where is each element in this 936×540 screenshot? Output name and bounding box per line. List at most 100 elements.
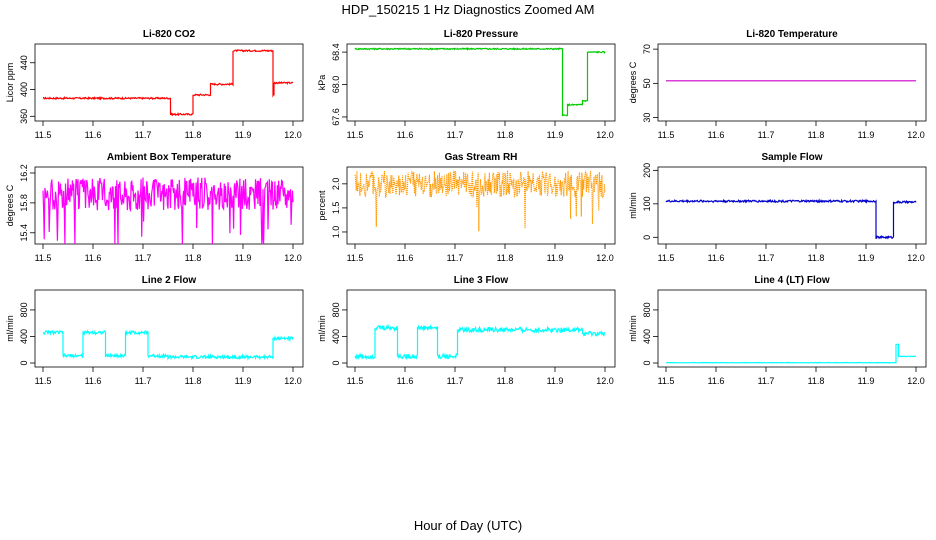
x-tick-label: 11.9 [235, 376, 252, 386]
x-tick-label: 12.0 [284, 253, 302, 263]
x-tick-label: 11.9 [547, 253, 564, 263]
y-tick-label: 400 [19, 329, 29, 344]
x-tick-label: 11.7 [135, 376, 152, 386]
y-axis-label: ml/min [628, 192, 638, 219]
x-tick-label: 11.6 [85, 130, 102, 140]
y-tick-label: 440 [19, 55, 29, 70]
x-tick-label: 11.7 [135, 253, 152, 263]
plot-frame [34, 166, 304, 245]
x-tick-label: 11.9 [235, 253, 252, 263]
x-tick-label: 11.8 [185, 376, 202, 386]
x-tick-label: 11.5 [658, 130, 675, 140]
x-tick-label: 11.8 [497, 130, 514, 140]
panel-title: Li-820 Pressure [444, 29, 519, 40]
plot-frame [34, 43, 304, 122]
y-tick-label: 0 [642, 361, 652, 366]
x-tick-label: 11.5 [658, 376, 675, 386]
y-tick-label: 70 [642, 44, 652, 54]
panel-title: Li-820 CO2 [143, 29, 196, 40]
x-tick-label: 11.5 [35, 130, 52, 140]
y-axis-label: ml/min [628, 315, 638, 342]
y-axis-label: degrees C [628, 61, 638, 103]
x-tick-label: 12.0 [596, 253, 614, 263]
x-tick-label: 11.8 [185, 130, 202, 140]
panel-title: Line 4 (LT) Flow [754, 275, 830, 286]
y-tick-label: 67.6 [331, 108, 341, 126]
x-tick-label: 11.9 [858, 376, 875, 386]
y-tick-label: 68.0 [331, 76, 341, 94]
y-tick-label: 800 [642, 302, 652, 317]
x-tick-label: 11.7 [447, 253, 464, 263]
plot-frame [346, 289, 616, 368]
panel-4: Ambient Box Temperature 11.5 11.6 11.7 11.8 1… [5, 152, 304, 263]
panel-title: Ambient Box Temperature [107, 152, 232, 163]
y-axis-label: kPa [317, 75, 327, 91]
plot-frame [34, 289, 304, 368]
y-tick-label: 0 [642, 235, 652, 240]
y-tick-label: 0 [331, 361, 341, 366]
panel-7: Line 2 Flow 11.5 11.6 11.7 11.8 11.9 12.0 0 400 8… [5, 275, 304, 386]
x-tick-label: 12.0 [596, 376, 614, 386]
plot-frame [346, 166, 616, 245]
panel-8: Line 3 Flow 11.5 11.6 11.7 11.8 11.9 12.0 0 400 8… [317, 275, 616, 386]
plot-frame [657, 43, 927, 122]
x-tick-label: 12.0 [284, 130, 302, 140]
x-tick-label: 11.9 [547, 130, 564, 140]
x-tick-label: 11.7 [758, 253, 775, 263]
plot-frame [657, 166, 927, 245]
panel-title: Line 2 Flow [142, 275, 197, 286]
y-tick-label: 2.0 [331, 178, 341, 191]
series-line [354, 47, 606, 117]
x-tick-label: 12.0 [907, 253, 925, 263]
y-tick-label: 0 [19, 361, 29, 366]
series-line [665, 343, 916, 364]
y-tick-label: 200 [642, 163, 652, 178]
x-tick-label: 11.9 [547, 376, 564, 386]
plot-frame [657, 289, 927, 368]
x-tick-label: 12.0 [284, 376, 302, 386]
y-axis-label: degrees C [5, 184, 15, 226]
panel-1: Li-820 CO2 11.5 11.6 11.7 11.8 11.9 12.0 360 400… [5, 29, 304, 140]
plot-frame [346, 43, 616, 122]
panel-title: Li-820 Temperature [746, 29, 838, 40]
x-tick-label: 11.5 [35, 253, 52, 263]
y-axis-label: ml/min [317, 315, 327, 342]
x-tick-label: 11.9 [235, 130, 252, 140]
y-axis-label: ml/min [5, 315, 15, 342]
x-tick-label: 11.5 [35, 376, 52, 386]
y-tick-label: 400 [642, 329, 652, 344]
x-tick-label: 11.7 [135, 130, 152, 140]
y-tick-label: 800 [19, 302, 29, 317]
x-tick-label: 11.5 [347, 130, 364, 140]
y-tick-label: 15.8 [19, 194, 29, 212]
x-tick-label: 11.6 [397, 253, 414, 263]
y-tick-label: 800 [331, 302, 341, 317]
x-tick-label: 12.0 [907, 376, 925, 386]
y-tick-label: 15.4 [19, 224, 29, 242]
y-tick-label: 400 [331, 329, 341, 344]
x-tick-label: 11.8 [185, 253, 202, 263]
y-axis-label: Licor ppm [5, 63, 15, 103]
x-tick-label: 11.7 [447, 376, 464, 386]
panel-3: Li-820 Temperature 11.5 11.6 11.7 11.8 11.9 12… [628, 29, 927, 140]
x-tick-label: 11.5 [658, 253, 675, 263]
y-tick-label: 16.2 [19, 164, 29, 182]
x-tick-label: 11.6 [85, 376, 102, 386]
x-tick-label: 11.6 [397, 130, 414, 140]
x-tick-label: 11.7 [447, 130, 464, 140]
x-tick-label: 11.7 [758, 376, 775, 386]
panel-title: Line 3 Flow [454, 275, 509, 286]
x-tick-label: 11.8 [808, 253, 825, 263]
x-tick-label: 11.6 [708, 130, 725, 140]
series-line [354, 323, 606, 361]
x-tick-label: 11.9 [858, 130, 875, 140]
x-tick-label: 11.5 [347, 376, 364, 386]
y-tick-label: 360 [19, 109, 29, 124]
x-tick-label: 11.8 [808, 130, 825, 140]
x-tick-label: 11.6 [708, 253, 725, 263]
x-tick-label: 11.6 [85, 253, 102, 263]
figure-x-axis-label: Hour of Day (UTC) [413, 518, 523, 533]
y-tick-label: 100 [642, 196, 652, 211]
series-line [354, 170, 606, 232]
panel-9: Line 4 (LT) Flow 11.5 11.6 11.7 11.8 11.9 12.0… [628, 275, 927, 386]
